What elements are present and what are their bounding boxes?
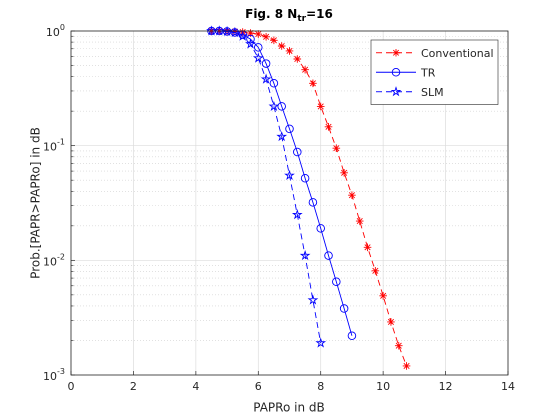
marker <box>237 30 249 41</box>
marker <box>316 102 325 111</box>
marker <box>300 173 310 183</box>
marker <box>355 217 364 225</box>
y-tick-exponent: 0 <box>60 23 65 32</box>
y-tick-label: 100 <box>46 23 65 40</box>
marker <box>332 144 341 153</box>
x-tick-label: 2 <box>130 380 137 393</box>
marker <box>246 34 255 44</box>
marker <box>371 267 380 275</box>
legend-label: SLM <box>421 86 444 99</box>
marker <box>268 100 280 111</box>
marker <box>277 42 286 50</box>
marker <box>285 47 294 55</box>
marker <box>347 331 357 340</box>
marker <box>221 25 233 37</box>
x-tick-label: 4 <box>192 380 199 393</box>
marker <box>391 67 401 77</box>
x-tick-label: 0 <box>68 380 75 393</box>
marker <box>324 123 333 131</box>
legend-label: Conventional <box>421 47 494 60</box>
y-tick-exponent: -2 <box>57 252 65 261</box>
marker <box>254 30 263 38</box>
marker <box>392 48 400 57</box>
marker <box>262 33 270 41</box>
marker <box>387 318 395 326</box>
marker <box>285 124 294 134</box>
marker <box>339 304 349 313</box>
marker <box>270 36 278 45</box>
marker <box>291 209 303 220</box>
marker <box>254 43 263 52</box>
x-tick-label: 12 <box>439 380 453 393</box>
axes-box <box>70 30 509 376</box>
y-tick-base: 10 <box>46 26 60 39</box>
marker <box>315 337 327 348</box>
x-tick-label: 14 <box>501 380 515 393</box>
legend: Conventional TR SLM <box>370 39 499 105</box>
marker <box>269 79 279 88</box>
title-suffix: =16 <box>306 7 333 21</box>
series-layer <box>206 25 411 370</box>
marker <box>316 224 325 233</box>
x-tick-label: 8 <box>317 380 324 393</box>
y-tick-base: 10 <box>43 255 57 268</box>
marker <box>260 73 272 84</box>
marker <box>379 292 387 300</box>
marker <box>390 86 402 97</box>
y-tick-label: 10-1 <box>43 137 65 154</box>
marker <box>402 362 411 370</box>
marker <box>309 79 317 88</box>
x-axis-label: PAPRo in dB <box>253 401 324 415</box>
y-tick-label: 10-3 <box>43 367 65 384</box>
title-subscript: tr <box>297 14 306 24</box>
marker <box>348 191 356 199</box>
legend-label: TR <box>420 66 436 79</box>
y-axis-label: Prob.[PAPR>PAPRo] in dB <box>29 127 43 279</box>
marker <box>206 25 217 36</box>
marker <box>231 27 239 36</box>
marker <box>293 147 302 157</box>
y-tick-base: 10 <box>43 370 57 383</box>
y-tick-label: 10-2 <box>43 252 65 269</box>
title-main: Fig. 8 N <box>245 7 297 21</box>
marker <box>363 243 372 252</box>
x-tick-label: 10 <box>376 380 390 393</box>
marker <box>213 25 225 36</box>
y-tick-exponent: -3 <box>57 367 65 376</box>
marker <box>284 169 295 181</box>
y-tick-base: 10 <box>43 141 57 154</box>
x-tick-label: 6 <box>255 380 262 393</box>
marker <box>293 55 302 63</box>
marker <box>261 59 271 68</box>
series-line <box>211 30 322 344</box>
marker <box>324 251 333 260</box>
marker <box>299 249 311 261</box>
marker <box>246 29 255 37</box>
marker <box>308 198 318 207</box>
y-tick-exponent: -1 <box>57 137 65 146</box>
marker <box>252 52 264 63</box>
marker <box>301 65 309 74</box>
marker <box>394 341 403 350</box>
marker <box>332 277 341 287</box>
marker <box>276 130 288 142</box>
marker <box>277 102 286 111</box>
chart-title: Fig. 8 Ntr=16 <box>245 7 333 24</box>
marker <box>340 168 348 177</box>
marker <box>245 38 256 49</box>
marker <box>307 294 319 305</box>
